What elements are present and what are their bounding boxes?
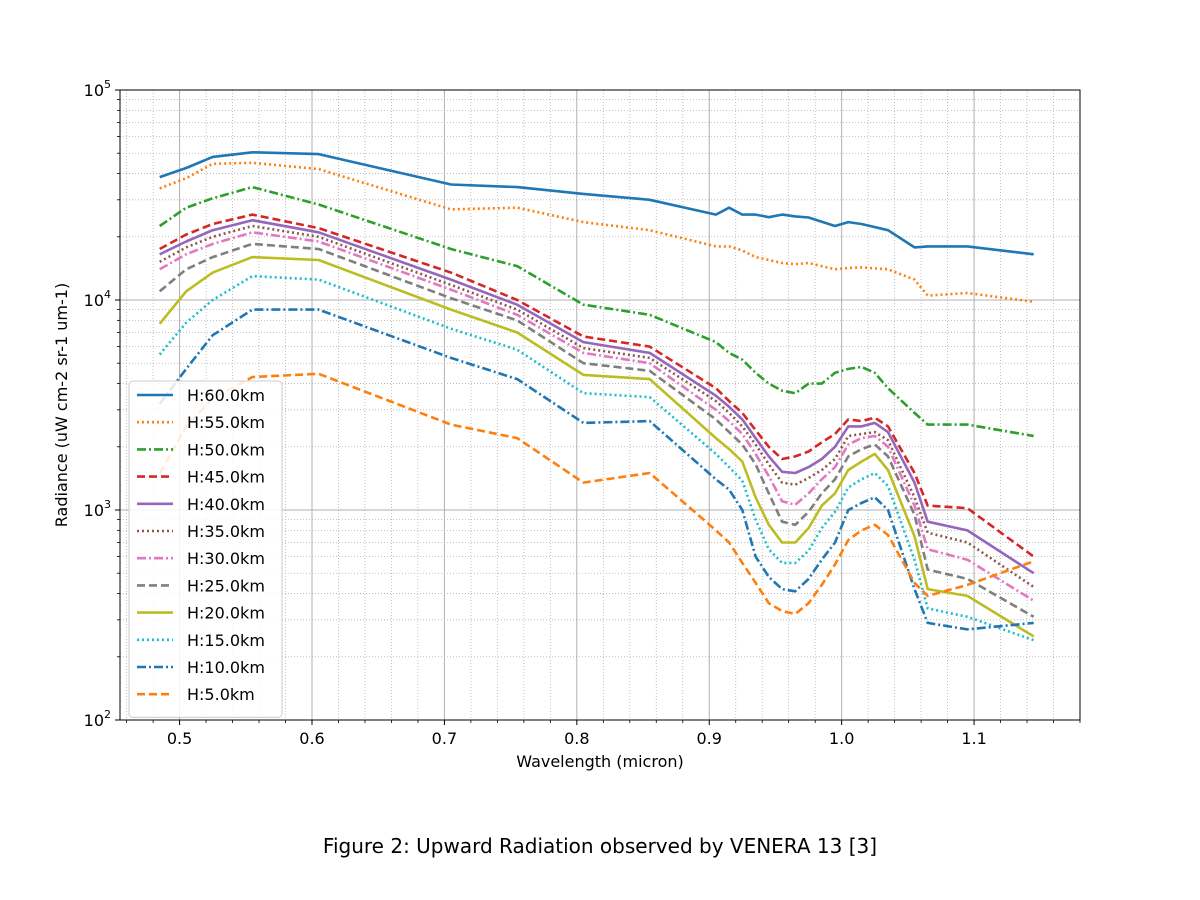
legend-entry: H:10.0km bbox=[187, 658, 265, 677]
series-line-h-55-0km bbox=[159, 161, 1034, 304]
x-tick-label: 0.6 bbox=[299, 729, 324, 748]
y-tick-label: 102 bbox=[84, 708, 111, 730]
legend-entry: H:45.0km bbox=[187, 468, 265, 487]
y-axis-label: Radiance (uW cm-2 sr-1 um-1) bbox=[52, 283, 71, 527]
legend-entry: H:60.0km bbox=[187, 386, 265, 405]
series-line-h-60-0km bbox=[159, 151, 1034, 256]
series-line-h-40-0km bbox=[159, 218, 1035, 575]
plot-frame bbox=[119, 89, 1081, 721]
legend-entry: H:35.0km bbox=[187, 522, 265, 541]
legend-entry: H:30.0km bbox=[187, 549, 265, 568]
x-tick-label: 1.1 bbox=[961, 729, 986, 748]
legend-entry: H:20.0km bbox=[187, 604, 265, 623]
x-tick-label: 0.9 bbox=[697, 729, 722, 748]
x-axis-ticks: 0.5 0.6 0.7 0.8 0.9 1.0 1.1 bbox=[126, 720, 1081, 748]
y-axis-ticks: 102 103 104 105 bbox=[84, 78, 120, 730]
figure-caption: Figure 2: Upward Radiation observed by V… bbox=[322, 834, 878, 858]
legend-entry: H:55.0km bbox=[187, 413, 265, 432]
x-tick-label: 0.5 bbox=[167, 729, 192, 748]
series-line-h-15-0km bbox=[158, 274, 1035, 642]
legend-entry: H:15.0km bbox=[187, 631, 265, 650]
x-tick-label: 0.8 bbox=[564, 729, 589, 748]
legend-entry: H:50.0km bbox=[187, 440, 265, 459]
series-line-h-45-0km bbox=[159, 213, 1035, 558]
legend-box bbox=[128, 380, 283, 718]
y-tick-label: 104 bbox=[84, 288, 111, 310]
x-tick-label: 1.0 bbox=[829, 729, 854, 748]
legend-entry: H:5.0km bbox=[187, 685, 255, 704]
y-tick-label: 103 bbox=[84, 498, 111, 520]
series-line-h-35-0km bbox=[159, 224, 1035, 589]
legend-entry: H:40.0km bbox=[187, 495, 265, 514]
minor-grid bbox=[120, 90, 1081, 720]
series-line-h-25-0km bbox=[158, 242, 1035, 618]
x-tick-label: 0.7 bbox=[432, 729, 457, 748]
series-line-h-5-0km bbox=[158, 372, 1035, 616]
y-tick-label: 105 bbox=[84, 78, 111, 100]
series-line-h-20-0km bbox=[158, 255, 1035, 638]
series-line-h-50-0km bbox=[158, 185, 1034, 438]
line-chart: 0.5 0.6 0.7 0.8 0.9 1.0 1.1 102 103 104 105 Wavel… bbox=[52, 78, 1081, 771]
series-lines bbox=[158, 151, 1035, 642]
legend-entry: H:25.0km bbox=[187, 576, 265, 595]
series-line-h-10-0km bbox=[158, 308, 1034, 631]
series-line-h-30-0km bbox=[159, 231, 1035, 602]
x-axis-label: Wavelength (micron) bbox=[516, 752, 683, 771]
legend: H:60.0km H:55.0km H:50.0km H:45.0km H:40.0km… bbox=[128, 380, 283, 718]
